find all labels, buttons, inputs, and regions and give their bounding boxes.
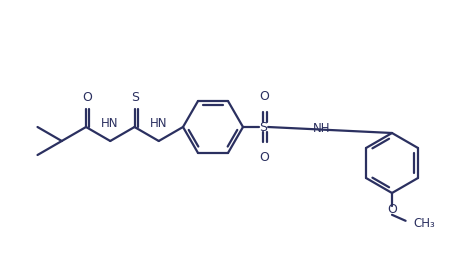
Text: CH₃: CH₃: [414, 217, 436, 230]
Text: HN: HN: [101, 117, 119, 130]
Text: NH: NH: [313, 122, 331, 135]
Text: O: O: [259, 90, 269, 103]
Text: O: O: [259, 151, 269, 164]
Text: O: O: [387, 203, 397, 216]
Text: S: S: [131, 91, 139, 104]
Text: O: O: [82, 91, 92, 104]
Text: HN: HN: [149, 117, 167, 130]
Text: S: S: [259, 120, 267, 133]
